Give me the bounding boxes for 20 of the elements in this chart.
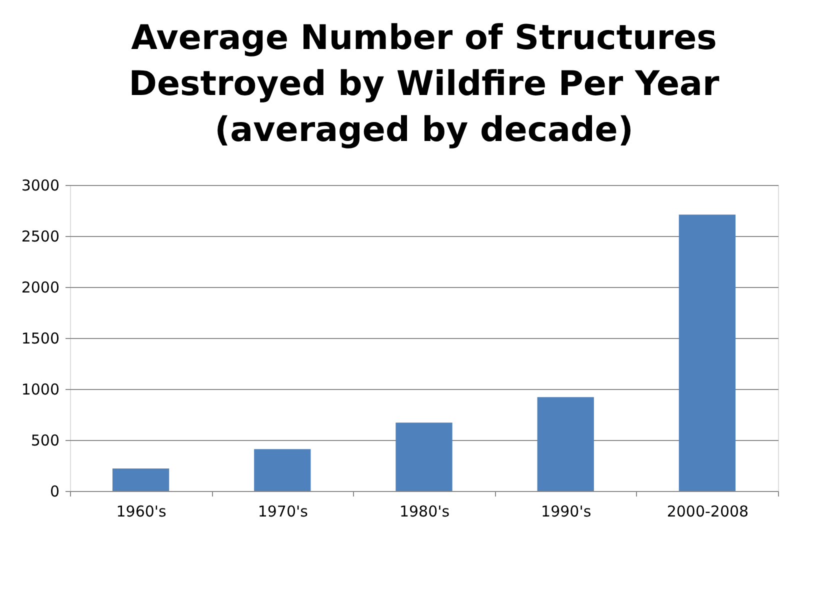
text: Average Number of Structures [131,18,717,58]
text: (averaged by decade) [214,110,634,150]
y-tick-label: 2500 [21,228,60,246]
text: Destroyed by Wildfire Per Year [128,64,720,104]
bar [112,468,170,491]
y-tick-label: 0 [50,482,60,500]
bar [254,449,311,491]
y-tick-label: 3000 [21,176,60,194]
x-tick-label: 1960's [116,502,167,520]
x-tick-label: 2000-2008 [666,502,749,520]
y-tick-label: 500 [30,432,60,450]
x-tick-label: 1970's [258,502,308,520]
bar [537,397,594,491]
x-tick-label: 1990's [541,502,592,520]
y-tick-label: 1500 [21,330,60,348]
y-tick-label: 1000 [21,380,60,398]
x-tick-label: 1980's [399,502,450,520]
bar [396,422,452,491]
y-tick-label: 2000 [21,278,60,296]
bar [678,214,736,491]
